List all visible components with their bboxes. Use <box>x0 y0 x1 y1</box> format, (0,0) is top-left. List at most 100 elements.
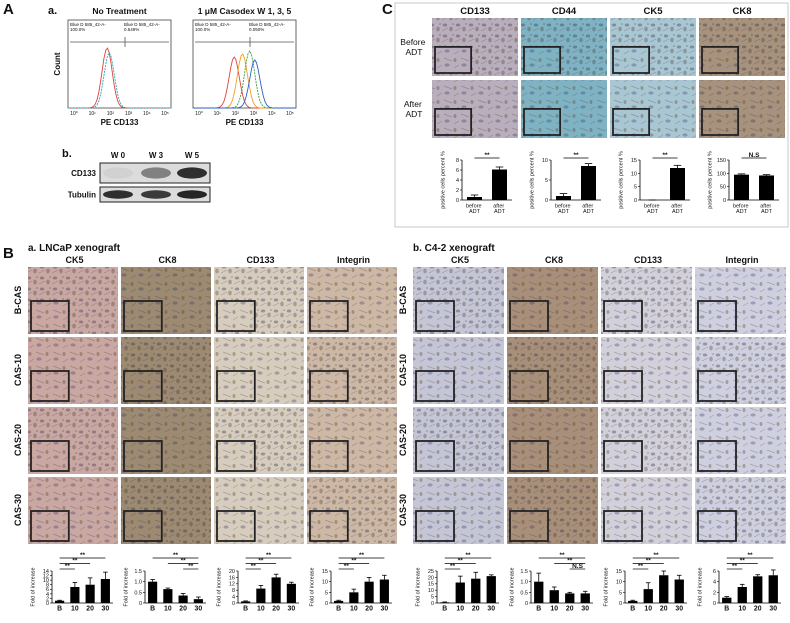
x-tick-label: 30 <box>581 606 589 613</box>
bar <box>549 590 559 603</box>
significance-label: ** <box>344 563 350 570</box>
y-tick-label: 4 <box>232 595 235 601</box>
x-tick-label: 20 <box>566 606 574 613</box>
micrograph-inset-texture <box>698 511 736 541</box>
x-tick-label: 20 <box>272 606 280 613</box>
row-label: After ADT <box>404 99 424 119</box>
x-tick-label: B <box>57 606 62 613</box>
x-tick-label: 10⁴ <box>143 111 151 117</box>
y-tick-label: 0 <box>634 198 637 204</box>
y-tick-label: 15 <box>322 569 328 575</box>
y-tick-label: 0 <box>545 198 548 204</box>
x-tick-label: B <box>243 606 248 613</box>
bar <box>471 578 481 603</box>
x-tick-label: 20 <box>660 606 668 613</box>
x-tick-label: before ADT <box>466 204 483 216</box>
bar <box>486 576 496 603</box>
y-tick-label: 4 <box>713 580 716 586</box>
y-tick-label: 0 <box>431 601 434 607</box>
row-label: CAS-30 <box>13 494 23 526</box>
micrograph-inset-texture <box>524 46 561 73</box>
y-tick-label: 50 <box>720 185 726 191</box>
significance-label: ** <box>732 563 738 570</box>
significance-label: ** <box>173 552 179 559</box>
y-tick-label: 10 <box>631 171 637 177</box>
x-tick-label: 20 <box>365 606 373 613</box>
significance-label: ** <box>559 552 565 559</box>
y-tick-label: 25 <box>428 569 434 575</box>
y-tick-label: 5 <box>431 595 434 601</box>
lane-label: W 5 <box>185 151 200 160</box>
x-tick-label: before ADT <box>644 204 661 216</box>
x-tick-label: 10³ <box>250 111 258 117</box>
bar <box>241 601 251 603</box>
micrograph-inset-texture <box>416 371 454 401</box>
histogram-curve <box>68 51 171 109</box>
micrograph-inset-texture <box>217 441 255 471</box>
x-axis-label: PE CD133 <box>101 118 139 127</box>
x-tick-label: 10 <box>456 606 464 613</box>
significance-label: ** <box>188 563 194 570</box>
group-title: b. C4-2 xenograft <box>413 243 495 254</box>
x-tick-label: before ADT <box>555 204 572 216</box>
bar <box>85 584 95 603</box>
x-tick-label: after ADT <box>760 204 773 216</box>
histogram-title: 1 μM Casodex W 1, 3, 5 <box>198 6 292 16</box>
y-tick-label: 6 <box>456 168 459 174</box>
micrograph-inset-texture <box>124 511 162 541</box>
y-tick-label: 2 <box>713 590 716 596</box>
x-tick-label: 30 <box>769 606 777 613</box>
y-tick-label: 10 <box>322 580 328 586</box>
y-tick-label: 15 <box>631 158 637 164</box>
micrograph-inset-texture <box>510 371 548 401</box>
x-tick-label: 10 <box>550 606 558 613</box>
micrograph-inset-texture <box>416 511 454 541</box>
bar <box>492 169 507 200</box>
micrograph-inset-texture <box>604 511 642 541</box>
y-tick-label: 2 <box>46 596 49 602</box>
micrograph-inset-texture <box>217 371 255 401</box>
significance-label: ** <box>450 563 456 570</box>
significance-label: ** <box>181 558 187 565</box>
x-tick-label: 20 <box>86 606 94 613</box>
y-tick-label: 10 <box>43 578 49 584</box>
significance-label: ** <box>359 552 365 559</box>
y-tick-label: 12 <box>43 573 49 579</box>
micrograph-inset-texture <box>310 371 348 401</box>
significance-label: ** <box>351 558 357 565</box>
gate-marker <box>70 37 169 47</box>
significance-label: ** <box>653 552 659 559</box>
y-tick-label: 20 <box>229 569 235 575</box>
micrograph-inset-texture <box>310 511 348 541</box>
column-header: CK8 <box>158 255 176 265</box>
significance-label: ** <box>484 152 490 159</box>
blot-band <box>141 167 171 179</box>
bar <box>580 593 590 603</box>
column-header: CD133 <box>460 6 490 17</box>
y-tick-label: 5 <box>545 178 548 184</box>
gate-marker <box>195 37 294 47</box>
x-tick-label: 10¹ <box>89 111 97 117</box>
micrograph-inset-texture <box>31 371 69 401</box>
significance-label: ** <box>458 558 464 565</box>
bar <box>734 174 749 200</box>
y-tick-label: 8 <box>46 583 49 589</box>
column-header: CK8 <box>732 6 751 17</box>
y-tick-label: 8 <box>456 158 459 164</box>
bar <box>455 582 465 603</box>
y-tick-label: 1.0 <box>520 580 528 586</box>
bar <box>334 600 344 603</box>
x-tick-label: 20 <box>179 606 187 613</box>
x-tick-label: B <box>724 606 729 613</box>
y-tick-label: 5 <box>619 590 622 596</box>
bar <box>271 577 281 603</box>
y-tick-label: 6 <box>713 569 716 575</box>
micrograph-inset-texture <box>310 441 348 471</box>
y-axis-label: Fold of increase <box>216 567 222 606</box>
y-tick-label: 0 <box>525 601 528 607</box>
y-axis-label: Fold of increase <box>123 567 129 606</box>
blot-strip <box>99 162 211 184</box>
x-tick-label: B <box>630 606 635 613</box>
micrograph-inset-texture <box>31 441 69 471</box>
